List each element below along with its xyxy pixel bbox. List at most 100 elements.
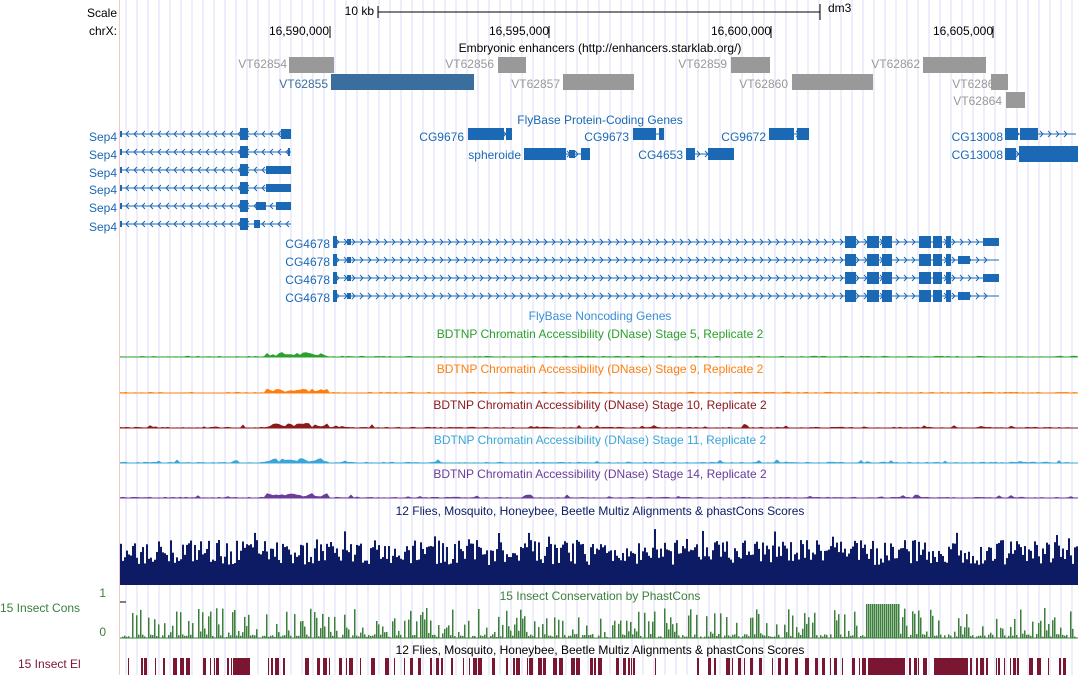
phastcons-bar — [898, 604, 900, 638]
enhancer-label[interactable]: VT62855 — [279, 77, 328, 91]
phastcons-bar — [760, 633, 762, 638]
phastcons-bar — [518, 630, 520, 638]
multiz-bar — [908, 551, 910, 585]
multiz-bar — [650, 557, 652, 585]
phastcons-track-title[interactable]: 15 Insect Conservation by PhastCons — [499, 589, 701, 603]
phastcons-bar — [396, 635, 398, 638]
sep4-strand-arrow — [221, 148, 226, 156]
phastcons-bar — [814, 612, 816, 638]
cg4678-strand-arrow — [487, 292, 492, 300]
enhancer-label[interactable]: VT62862 — [871, 57, 920, 71]
multiz-bar — [508, 557, 510, 585]
multiz-track-title[interactable]: 12 Flies, Mosquito, Honeybee, Beetle Mul… — [395, 504, 805, 518]
enhancer-label[interactable]: VT62860 — [739, 77, 788, 91]
cg4678-exon — [867, 290, 879, 302]
phastcons-bar — [378, 624, 380, 638]
sep4-strand-arrow — [181, 220, 186, 228]
phastcons-bar — [632, 634, 634, 638]
phastcons-bar — [924, 634, 926, 638]
dnase-track-title[interactable]: BDTNP Chromatin Accessibility (DNase) St… — [436, 327, 764, 341]
gene-label[interactable]: CG9673 — [584, 130, 629, 144]
phastcons-bar — [734, 634, 736, 638]
phastcons-bar — [862, 635, 864, 638]
enhancer-label[interactable]: VT62859 — [678, 57, 727, 71]
multiz-bar — [742, 542, 744, 585]
elements-side-label[interactable]: 15 Insect El — [18, 657, 81, 671]
gene-label[interactable]: CG4678 — [285, 237, 330, 251]
cg13008-exon — [1019, 146, 1078, 162]
conserved-element — [830, 658, 831, 675]
multiz-bar — [362, 562, 364, 585]
enhancer-label[interactable]: VT62857 — [511, 77, 560, 91]
gene-label[interactable]: CG13008 — [951, 130, 1003, 144]
multiz-bar — [252, 547, 254, 585]
multiz-bar — [652, 547, 654, 585]
multiz-bar — [350, 544, 352, 585]
phastcons-bar — [614, 620, 616, 638]
phastcons-bar — [892, 604, 894, 638]
phastcons-bar — [168, 635, 170, 638]
enhancers-track-title[interactable]: Embryonic enhancers (http://enhancers.st… — [458, 41, 742, 55]
gene-label[interactable]: Sep4 — [88, 148, 117, 162]
sep4-strand-arrow — [189, 130, 194, 138]
gene-label[interactable]: Sep4 — [88, 130, 117, 144]
flybase-coding-track-title[interactable]: FlyBase Protein-Coding Genes — [517, 113, 683, 127]
dnase-track-title[interactable]: BDTNP Chromatin Accessibility (DNase) St… — [433, 398, 767, 412]
enhancer-label[interactable]: VT62854 — [238, 57, 287, 71]
phastcons-bar — [626, 620, 628, 638]
gene-label[interactable]: Sep4 — [88, 201, 117, 215]
cg4678-exon — [882, 254, 892, 266]
cg4678-strand-arrow — [759, 292, 764, 300]
gene-label[interactable]: CG4678 — [285, 273, 330, 287]
phastcons-bar — [694, 634, 696, 638]
conserved-element — [163, 658, 165, 675]
gene-label[interactable]: CG9676 — [419, 130, 464, 144]
conserved-element — [527, 658, 528, 675]
cg4678-strand-arrow — [367, 292, 372, 300]
enhancer-label[interactable]: VT62864 — [953, 94, 1002, 108]
gene-label[interactable]: CG13008 — [951, 148, 1003, 162]
multiz-bar — [172, 552, 174, 585]
gene-label[interactable]: CG4678 — [285, 255, 330, 269]
sep4-strand-arrow — [285, 220, 290, 228]
gene-label[interactable]: spheroide — [468, 148, 521, 162]
multiz-bar — [324, 560, 326, 585]
sep4-strand-arrow — [133, 130, 138, 138]
gene-label[interactable]: CG4653 — [638, 148, 683, 162]
phastcons-bar — [754, 634, 756, 638]
gene-label[interactable]: Sep4 — [88, 183, 117, 197]
multiz-bar — [190, 540, 192, 585]
cg4678-strand-arrow — [431, 256, 436, 264]
gene-label[interactable]: Sep4 — [88, 166, 117, 180]
elements-track-title[interactable]: 12 Flies, Mosquito, Honeybee, Beetle Mul… — [395, 643, 805, 657]
gene-label[interactable]: Sep4 — [88, 220, 117, 234]
sep4-strand-arrow — [261, 148, 266, 156]
multiz-bar — [544, 555, 546, 585]
dnase-track-title[interactable]: BDTNP Chromatin Accessibility (DNase) St… — [436, 362, 764, 376]
multiz-bar — [572, 543, 574, 585]
phastcons-bar — [852, 635, 854, 638]
sep4-strand-arrow — [125, 166, 130, 174]
flybase-noncoding-track-title[interactable]: FlyBase Noncoding Genes — [528, 309, 672, 323]
sep4-strand-arrow — [189, 166, 194, 174]
dnase-track-title[interactable]: BDTNP Chromatin Accessibility (DNase) St… — [433, 467, 767, 481]
phastcons-bar — [318, 636, 320, 638]
gene-label[interactable]: CG4678 — [285, 291, 330, 305]
multiz-bar — [780, 555, 782, 585]
phastcons-side-label[interactable]: 15 Insect Cons — [0, 601, 81, 615]
enhancer-label[interactable]: VT62863 — [952, 77, 1001, 91]
sep4-strand-arrow — [141, 166, 146, 174]
cg4678-strand-arrow — [719, 274, 724, 282]
dnase-track-title[interactable]: BDTNP Chromatin Accessibility (DNase) St… — [433, 433, 767, 447]
cg4678-strand-arrow — [751, 256, 756, 264]
enhancer-label[interactable]: VT62856 — [445, 57, 494, 71]
multiz-bar — [1012, 553, 1014, 585]
phastcons-bar — [414, 634, 416, 638]
multiz-bar — [676, 540, 678, 585]
gene-label[interactable]: CG9672 — [721, 130, 766, 144]
multiz-bar — [342, 549, 344, 585]
multiz-bar — [756, 541, 758, 585]
cg4678-strand-arrow — [511, 238, 516, 246]
cg4678-strand-arrow — [631, 256, 636, 264]
cg4678-strand-arrow — [655, 238, 660, 246]
